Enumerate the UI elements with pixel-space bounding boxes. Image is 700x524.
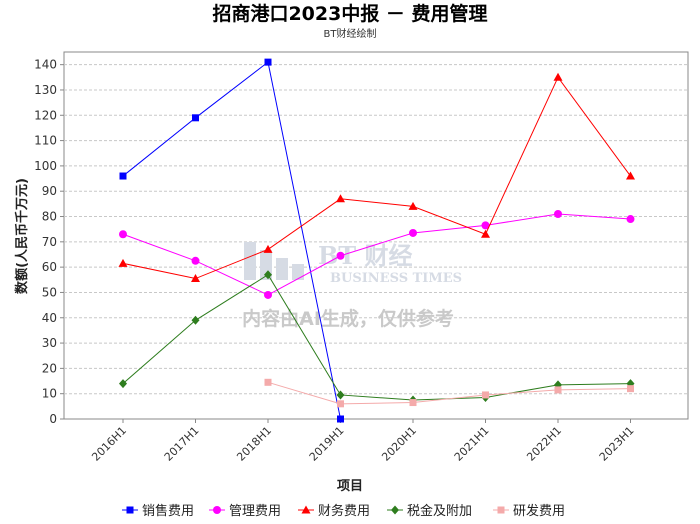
legend-label: 税金及附加 [407, 503, 472, 519]
legend-item: 研发费用 [493, 503, 565, 519]
data-point [481, 221, 490, 230]
series-3 [118, 72, 635, 283]
data-point [191, 274, 200, 283]
data-point [409, 228, 417, 237]
legend-swatch-marker [301, 505, 311, 514]
data-point [264, 270, 272, 280]
data-point [264, 378, 272, 386]
data-point [337, 400, 344, 408]
series-5 [264, 378, 634, 408]
y-tick-label: 40 [42, 311, 57, 325]
x-tick-label: 2023H1 [597, 424, 637, 464]
data-point [336, 390, 345, 400]
data-point [626, 171, 635, 180]
y-tick-label: 90 [42, 184, 57, 198]
legend-item: 管理费用 [209, 504, 281, 519]
chart-title: 招商港口2023中报 － 费用管理 [212, 2, 487, 25]
data-point [192, 114, 199, 122]
x-tick-label: 2021H1 [452, 424, 492, 464]
grid-lines [64, 64, 688, 395]
legend-item: 财务费用 [298, 503, 370, 519]
data-point [119, 230, 127, 239]
data-point [336, 251, 345, 260]
y-axis-label: 数额(人民币千万元) [14, 178, 30, 294]
series-2 [119, 209, 635, 299]
data-point [481, 229, 490, 238]
data-point [264, 58, 272, 66]
data-point [554, 386, 562, 394]
data-point [627, 385, 634, 393]
series-lines [118, 58, 635, 423]
data-point [336, 194, 345, 203]
data-point [191, 256, 200, 265]
x-tick-label: 2018H1 [234, 424, 274, 464]
data-point [119, 172, 127, 180]
legend-swatch-marker [391, 505, 399, 515]
plot-area [63, 51, 689, 420]
y-tick-label: 60 [42, 260, 57, 274]
series-line [122, 274, 631, 401]
series-1 [119, 58, 344, 423]
data-point [554, 209, 562, 218]
series-line [122, 61, 341, 420]
legend-label: 研发费用 [513, 503, 565, 519]
y-tick-label: 30 [42, 336, 57, 350]
watermark-logo-subtext: BUSINESS TIMES [330, 271, 462, 286]
y-tick-label: 140 [34, 58, 57, 72]
legend-item: 税金及附加 [387, 503, 472, 519]
y-axis-ticks: 0 10 20 30 40 50 60 70 80 90 100 110 120 130 140 [34, 58, 64, 426]
series-line [267, 381, 631, 405]
y-tick-label: 10 [42, 387, 57, 401]
data-point [264, 290, 272, 299]
data-point [263, 244, 273, 253]
watermark-logo-text: BT 财经 [318, 241, 413, 270]
data-point [482, 391, 489, 399]
data-point [337, 415, 344, 423]
data-point [119, 379, 127, 389]
x-tick-label: 2022H1 [524, 424, 564, 464]
legend-swatch-marker [497, 506, 505, 514]
y-tick-label: 110 [34, 134, 57, 148]
legend-swatch-marker [213, 506, 221, 514]
series-line [122, 76, 631, 280]
data-point [118, 258, 128, 267]
chart-subtitle: BT财经绘制 [324, 27, 377, 40]
legend-item: 销售费用 [122, 503, 194, 519]
y-tick-label: 100 [34, 159, 57, 173]
y-tick-label: 50 [42, 285, 57, 299]
legend-label: 财务费用 [318, 503, 370, 519]
legend-swatch-marker [126, 506, 134, 514]
y-tick-label: 80 [42, 210, 57, 224]
y-tick-label: 130 [34, 83, 57, 97]
watermark-notice: 内容由AI生成，仅供参考 [242, 307, 454, 330]
legend-label: 销售费用 [142, 503, 194, 519]
x-tick-label: 2019H1 [307, 424, 347, 464]
x-tick-label: 2020H1 [379, 424, 419, 464]
watermark-logo-bar [276, 258, 288, 280]
y-tick-label: 70 [42, 235, 57, 249]
legend-label: 管理费用 [229, 504, 281, 519]
series-line [122, 213, 631, 296]
y-tick-label: 0 [49, 412, 57, 426]
x-tick-label: 2016H1 [89, 424, 129, 464]
watermark-logo-bar [292, 264, 304, 280]
x-tick-label: 2017H1 [162, 424, 202, 464]
y-tick-label: 20 [42, 361, 57, 375]
data-point [409, 399, 417, 407]
x-axis-ticks: 2016H1 2017H1 2018H1 2019H1 2020H1 2021H1 2022… [89, 419, 637, 464]
legend: 销售费用 管理费用 财务费用 税金及附加 研发费用 [122, 503, 565, 519]
data-point [626, 215, 635, 224]
data-point [408, 201, 418, 210]
data-point [191, 315, 200, 325]
data-point [553, 72, 563, 81]
x-axis-label: 项目 [337, 479, 363, 494]
watermark-logo-bar [244, 242, 256, 280]
y-tick-label: 120 [34, 108, 57, 122]
